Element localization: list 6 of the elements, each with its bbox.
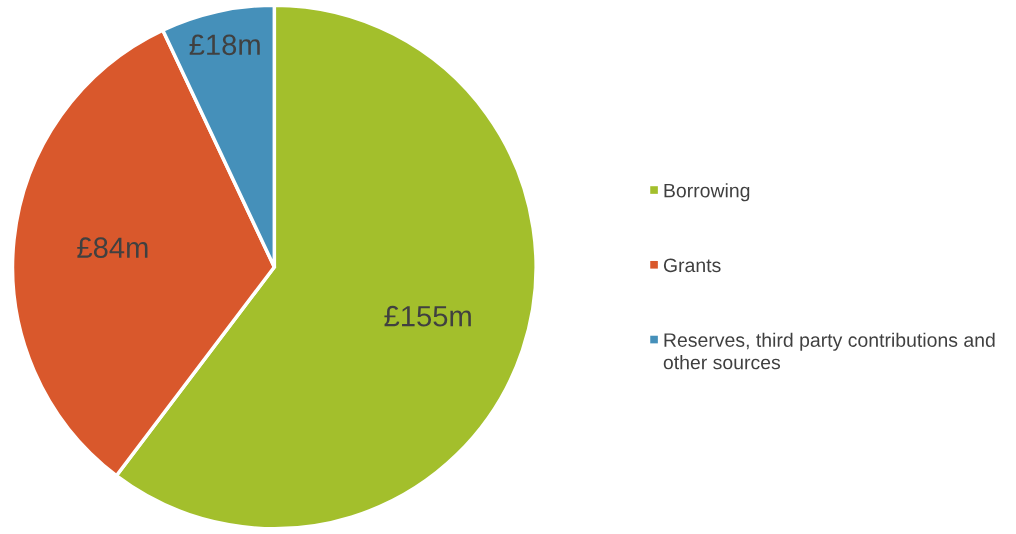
data-label: £84m [77, 237, 148, 258]
legend-label: Reserves, third party contributions and other sources [663, 332, 995, 370]
legend-label: Borrowing [664, 183, 750, 202]
data-label: £155m [384, 305, 471, 327]
data-label: £18m [189, 34, 260, 56]
legend-label: Grants [663, 258, 721, 273]
